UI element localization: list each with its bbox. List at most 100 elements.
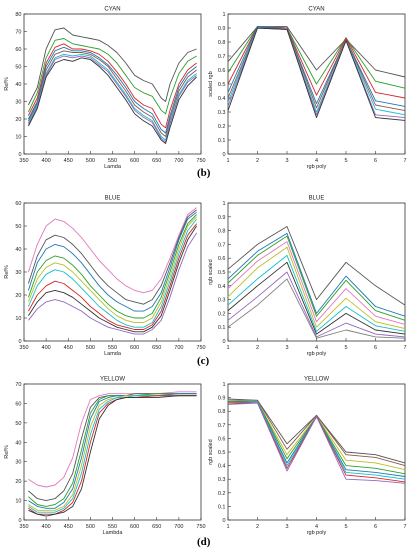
y-tick-label: 30: [15, 100, 21, 106]
x-tick-label: 400: [42, 524, 51, 530]
series-line-3: [27, 211, 197, 312]
x-tick-label: 750: [196, 158, 205, 164]
x-tick-label: 600: [130, 158, 139, 164]
x-tick-label: 4: [315, 524, 318, 530]
series-line-8: [227, 27, 406, 121]
x-tick-label: 500: [86, 158, 95, 164]
x-tick-label: 5: [344, 524, 347, 530]
x-tick-label: 350: [19, 524, 28, 530]
y-tick-label: 50: [15, 65, 21, 71]
x-tick-label: 400: [42, 345, 51, 351]
series-line-7: [227, 261, 406, 335]
series-line-8: [227, 402, 406, 484]
y-tick-label: 70: [15, 382, 21, 388]
series-line-2: [28, 393, 197, 502]
x-tick-label: 700: [174, 345, 183, 351]
x-tick-label: 750: [196, 524, 205, 530]
series-line-3: [27, 43, 197, 129]
x-tick-label: 500: [86, 524, 95, 530]
y-tick-label: 0.5: [218, 270, 226, 276]
series-line-3: [227, 235, 406, 321]
chart-cyan-rgb: 1 2 3 4 5 6 7 0 0.1 0.2 0.3 0.4 0.5 0.6 0.7 0.8 0.9 1 CYAN…: [208, 7, 407, 171]
x-tick-label: 650: [152, 158, 161, 164]
x-tick-label: 7: [403, 158, 406, 164]
y-tick-label: 0.9: [218, 215, 226, 221]
chart-blue-rgb: 1 2 3 4 5 6 7 0 0.1 0.2 0.3 0.4 0.5 0.6 0.7 0.8 0.9 1 BLUE…: [208, 196, 407, 358]
y-tick-label: 20: [15, 479, 21, 485]
y-tick-label: 0: [18, 339, 21, 345]
y-tick-label: 0.7: [218, 423, 226, 429]
y-tick-label: 0: [222, 339, 225, 345]
x-tick-label: 400: [42, 158, 51, 164]
x-tick-label: 350: [19, 345, 28, 351]
y-tick-label: 0.1: [218, 504, 226, 510]
chart-blue-spectrum: 350 400 450 500 550 600 650 700 750 0 10 20 30 40 50 60…: [4, 196, 206, 358]
x-tick-label: 6: [374, 345, 377, 351]
x-tick-label: 600: [130, 345, 139, 351]
y-tick-label: 0.2: [218, 491, 226, 497]
y-tick-label: 0.3: [218, 110, 226, 116]
y-tick-label: 50: [15, 224, 21, 230]
y-tick-label: 30: [15, 270, 21, 276]
y-tick-label: 0.9: [218, 396, 226, 402]
series-line-2: [27, 209, 197, 305]
x-tick-label: 4: [315, 345, 318, 351]
series-line-2: [27, 38, 197, 115]
y-tick-label: 40: [15, 82, 21, 88]
x-tick-label: 500: [86, 345, 95, 351]
y-tick-label: 0.8: [218, 40, 226, 46]
series-line-8: [28, 395, 197, 517]
chart-cyan-spectrum: 350 400 450 500 550 600 650 700 750 0 10 20 30 40 50 60…: [4, 7, 206, 171]
x-tick-label: 550: [108, 158, 117, 164]
panel-label-d: (d): [197, 536, 211, 548]
series-line-2: [228, 399, 406, 467]
series-line-7: [28, 395, 197, 515]
series-line-5: [227, 246, 406, 330]
panel-label-c: (c): [197, 355, 210, 367]
plot-frame: [23, 13, 202, 155]
plot-frame: [23, 383, 202, 521]
y-axis-label: rgb scaled: [208, 259, 214, 284]
y-tick-label: 0.2: [218, 124, 226, 130]
x-tick-label: 700: [174, 158, 183, 164]
x-axis-label: rgb poly: [307, 530, 327, 536]
series-line-1: [27, 207, 197, 294]
y-tick-label: 0.8: [218, 409, 226, 415]
series-line-6: [27, 218, 197, 328]
series-line-6: [28, 395, 197, 513]
series-line-2: [227, 232, 406, 317]
x-tick-label: 550: [108, 345, 117, 351]
x-tick-label: 3: [285, 345, 288, 351]
x-tick-label: 700: [174, 524, 183, 530]
y-tick-label: 0.5: [218, 450, 226, 456]
x-axis-label: Lamda: [104, 351, 122, 357]
y-tick-label: 0.7: [218, 54, 226, 60]
y-tick-label: 0.8: [218, 229, 226, 235]
y-tick-label: 10: [15, 316, 21, 322]
y-tick-label: 30: [15, 460, 21, 466]
y-tick-label: 40: [15, 440, 21, 446]
series-line-9: [28, 232, 197, 335]
x-tick-label: 3: [285, 524, 288, 530]
series-line-7: [28, 223, 197, 330]
y-axis-label: rgb scaled: [208, 439, 214, 464]
series-line-3: [28, 393, 197, 507]
y-tick-label: 1: [222, 201, 225, 207]
plot-frame: [227, 202, 406, 342]
x-tick-label: 450: [64, 158, 73, 164]
series-line-8: [227, 271, 406, 338]
x-tick-label: 600: [130, 524, 139, 530]
y-tick-label: 40: [15, 247, 21, 253]
x-tick-label: 2: [256, 158, 259, 164]
y-tick-label: 0.9: [218, 26, 226, 32]
y-tick-label: 10: [15, 135, 21, 141]
x-tick-label: 450: [64, 345, 73, 351]
y-tick-label: 0.4: [218, 464, 226, 470]
series-line-5: [27, 216, 197, 324]
y-axis-label: Ref%: [4, 445, 10, 459]
series-line-4: [27, 46, 197, 134]
y-tick-label: 0: [222, 518, 225, 524]
x-tick-label: 5: [344, 345, 347, 351]
y-tick-label: 60: [15, 401, 21, 407]
